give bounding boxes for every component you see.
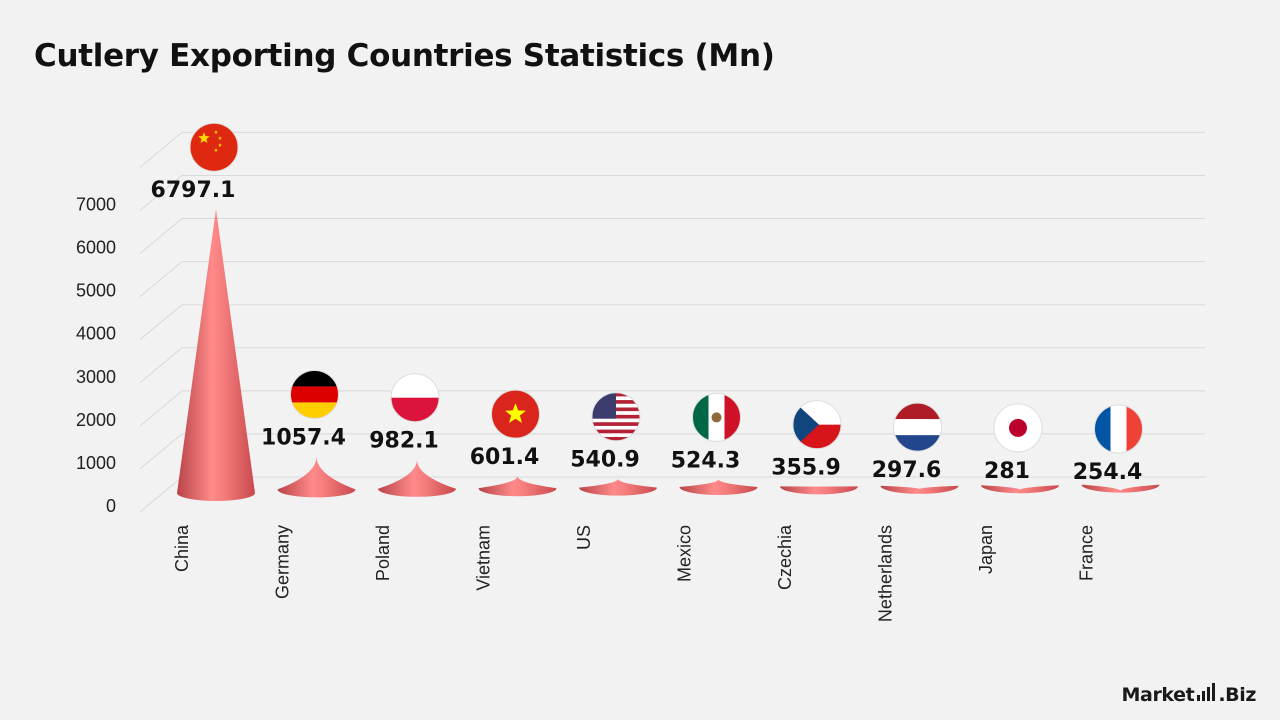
logo-word-right: .Biz — [1218, 684, 1256, 706]
x-tick-label: Czechia — [775, 524, 795, 590]
x-tick-label: China — [172, 524, 192, 572]
value-label: 601.4 — [470, 445, 540, 470]
y-axis: 0 1000 2000 3000 4000 5000 6000 7000 — [76, 194, 116, 516]
gridline — [139, 131, 1205, 168]
cone-body — [880, 485, 959, 494]
germany-flag-icon — [290, 369, 339, 419]
mexico-flag-icon — [692, 392, 741, 442]
x-tick-label: Germany — [273, 525, 293, 599]
cone-body — [478, 476, 557, 497]
x-tick-label: Japan — [976, 525, 996, 574]
x-tick-label: Netherlands — [876, 525, 896, 622]
gridline — [139, 390, 1205, 427]
y-tick-label: 7000 — [76, 194, 116, 214]
czechia-flag-icon — [792, 400, 842, 450]
gridline — [139, 433, 1205, 470]
value-label: 540.9 — [570, 448, 640, 473]
gridline — [139, 174, 1205, 211]
cone-body — [277, 456, 356, 498]
cone-body — [981, 485, 1059, 494]
value-label: 982.1 — [369, 429, 439, 454]
gridlines — [139, 131, 1205, 513]
france-flag-icon — [1094, 404, 1143, 454]
y-tick-label: 6000 — [76, 238, 116, 258]
x-tick-label: Vietnam — [474, 525, 494, 591]
cone-vietnam — [478, 476, 557, 497]
cone-body — [1081, 484, 1160, 493]
gridline — [139, 347, 1205, 384]
y-tick-label: 0 — [106, 496, 116, 516]
cone-body — [679, 479, 758, 495]
cone-body — [378, 459, 456, 497]
cone-us — [579, 478, 657, 496]
y-tick-label: 3000 — [76, 367, 116, 387]
y-tick-label: 5000 — [76, 281, 116, 301]
netherlands-flag-icon — [893, 402, 942, 452]
vietnam-flag-icon — [491, 389, 540, 439]
china-flag-icon — [189, 122, 239, 172]
y-tick-label: 2000 — [76, 410, 116, 430]
x-tick-label: US — [574, 525, 594, 550]
x-tick-label: France — [1077, 525, 1097, 581]
y-tick-label: 1000 — [76, 453, 116, 473]
japan-flag-icon — [993, 403, 1043, 453]
value-label: 1057.4 — [261, 425, 346, 450]
logo-word-left: Market — [1121, 684, 1195, 706]
cone-germany — [277, 456, 356, 498]
x-tick-label: Mexico — [675, 525, 695, 582]
cone-body — [177, 209, 255, 501]
x-axis: China Germany Poland Vietnam US Mexico Czechia… — [172, 524, 1097, 622]
cone-mexico — [679, 479, 758, 495]
value-label: 6797.1 — [151, 178, 236, 203]
poland-flag-icon — [390, 373, 440, 423]
gridline — [139, 304, 1205, 341]
cone-czechia — [780, 486, 858, 495]
cone-poland — [378, 459, 456, 497]
value-label: 355.9 — [771, 456, 841, 481]
cone-body — [579, 478, 657, 496]
value-label: 297.6 — [872, 458, 942, 483]
logo-bars-icon — [1197, 683, 1216, 701]
value-label: 524.3 — [671, 448, 741, 473]
cone-body — [780, 486, 858, 495]
cone-netherlands — [880, 485, 959, 494]
chart-title: Cutlery Exporting Countries Statistics (… — [34, 38, 775, 74]
gridline — [139, 261, 1205, 297]
cones — [177, 209, 1160, 501]
flags — [189, 122, 1143, 454]
value-label: 281 — [984, 459, 1030, 484]
gridline — [139, 218, 1205, 254]
y-tick-label: 4000 — [76, 324, 116, 344]
x-tick-label: Poland — [373, 525, 393, 581]
marketbiz-logo: Market .Biz — [1122, 683, 1256, 706]
value-label: 254.4 — [1073, 460, 1143, 485]
cone-france — [1081, 484, 1160, 493]
us-flag-icon — [591, 392, 641, 442]
value-labels: 6797.1 1057.4 982.1 601.4 540.9 524.3 355.9 297… — [151, 178, 1143, 485]
cone-china — [177, 209, 255, 501]
cone-japan — [981, 485, 1059, 494]
